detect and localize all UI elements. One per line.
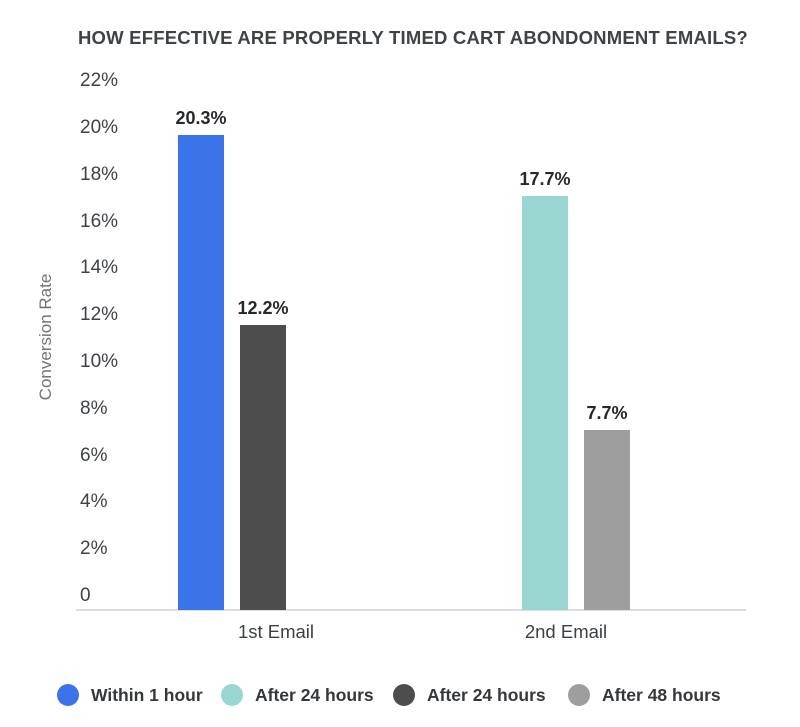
y-tick-label-18: 18% xyxy=(80,163,119,185)
bar-2nd-email-after-48-hours xyxy=(584,429,630,610)
bar-value-label-1st-email-within-1-hour: 20.3% xyxy=(175,107,227,128)
legend-item-after-24-hours-1: After 24 hours xyxy=(221,683,374,707)
y-tick-label-2: 2% xyxy=(80,538,108,560)
legend-item-within-1-hour-0: Within 1 hour xyxy=(57,683,203,707)
legend-label: After 24 hours xyxy=(255,684,374,705)
bar-value-label-2nd-email-after-24-hours: 17.7% xyxy=(519,168,571,189)
legend-swatch-circle-icon xyxy=(568,684,590,706)
x-axis-label-1st-email: 1st Email xyxy=(237,621,315,642)
legend-swatch-circle-icon xyxy=(57,684,79,706)
y-tick-label-4: 4% xyxy=(80,491,108,513)
bar-1st-email-after-24-hours xyxy=(240,324,286,610)
y-tick-label-0: 0 xyxy=(80,585,91,606)
bar-value-label-1st-email-after-24-hours: 12.2% xyxy=(237,297,289,318)
y-tick-label-6: 6% xyxy=(80,444,108,466)
y-tick-label-20: 20% xyxy=(80,117,119,138)
y-axis-title-text: Conversion Rate xyxy=(36,273,55,401)
legend-item-after-48-hours-3: After 48 hours xyxy=(568,683,721,707)
legend-swatch-circle-icon xyxy=(393,684,415,706)
y-tick-label-8: 8% xyxy=(80,397,108,419)
legend-label: After 48 hours xyxy=(602,684,721,705)
chart-title: HOW EFFECTIVE ARE PROPERLY TIMED CART AB… xyxy=(78,27,748,48)
bar-value-label-2nd-email-after-48-hours: 7.7% xyxy=(586,402,628,423)
y-tick-label-10: 10% xyxy=(80,351,119,372)
y-tick-label-16: 16% xyxy=(80,210,119,232)
legend-swatch-circle-icon xyxy=(221,684,243,706)
x-axis-label-2nd-email: 2nd Email xyxy=(524,621,608,642)
bar-1st-email-within-1-hour xyxy=(178,134,224,610)
y-tick-label-14: 14% xyxy=(80,257,119,279)
x-axis-line xyxy=(76,609,746,611)
legend-label: Within 1 hour xyxy=(91,684,203,705)
y-tick-label-22: 22% xyxy=(80,70,119,92)
legend-item-after-24-hours-2: After 24 hours xyxy=(393,683,546,707)
y-tick-label-12: 12% xyxy=(80,304,119,326)
legend-label: After 24 hours xyxy=(427,684,546,705)
bar-2nd-email-after-24-hours xyxy=(522,195,568,610)
